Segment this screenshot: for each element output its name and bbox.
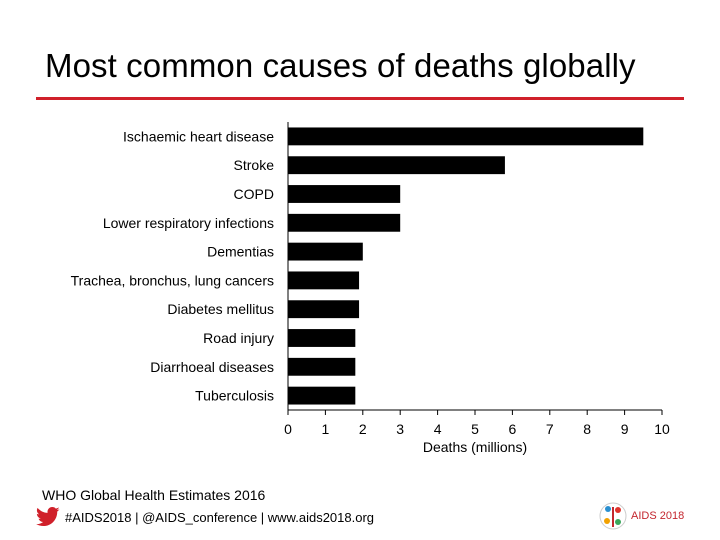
category-label: Stroke [234,157,275,173]
x-tick-label: 1 [322,421,330,437]
bar [288,185,401,203]
category-label: Lower respiratory infections [103,215,274,231]
bar [288,156,505,175]
bar [288,127,644,146]
x-tick-label: 8 [583,421,591,437]
x-tick-label: 6 [509,421,517,437]
category-label: Diarrhoeal diseases [150,359,274,375]
twitter-icon [36,507,60,526]
x-tick-label: 2 [359,421,367,437]
bar-chart: Ischaemic heart disease Stroke COPD Lower r… [71,122,670,455]
bar [288,386,356,405]
tick-labels: 0 1 2 3 4 5 6 7 8 9 10 [284,421,670,437]
footer: #AIDS2018 | @AIDS_conference | www.aids2… [36,505,374,529]
category-label: Trachea, bronchus, lung cancers [71,272,274,288]
x-tick-label: 0 [284,421,292,437]
category-label: Dementias [207,244,274,260]
bar [288,300,360,319]
slide-title: Most common causes of deaths globally [45,47,636,84]
category-label: Tuberculosis [195,388,274,404]
x-tick-label: 5 [471,421,479,437]
source-note: WHO Global Health Estimates 2016 [42,487,266,503]
x-tick-label: 7 [546,421,554,437]
aids2018-logo: AIDS 2018 [598,500,688,532]
category-label: COPD [234,186,274,202]
x-axis-label: Deaths (millions) [423,439,527,455]
bars [288,127,644,405]
category-label: Ischaemic heart disease [123,128,274,144]
x-tick-label: 4 [434,421,442,437]
category-label: Diabetes mellitus [167,301,274,317]
logo-mark-icon [599,502,627,530]
bar [288,357,356,376]
title-underline [36,97,684,100]
x-tick-label: 3 [396,421,404,437]
bar [288,271,360,290]
bar [288,213,401,232]
bar [288,242,363,261]
footer-text: #AIDS2018 | @AIDS_conference | www.aids2… [65,509,375,525]
bar [288,329,356,347]
axes [287,122,663,415]
category-labels: Ischaemic heart disease Stroke COPD Lower r… [71,128,275,403]
category-label: Road injury [203,330,274,346]
x-tick-label: 10 [654,421,670,437]
x-tick-label: 9 [621,421,629,437]
logo-text: AIDS 2018 [631,510,685,522]
